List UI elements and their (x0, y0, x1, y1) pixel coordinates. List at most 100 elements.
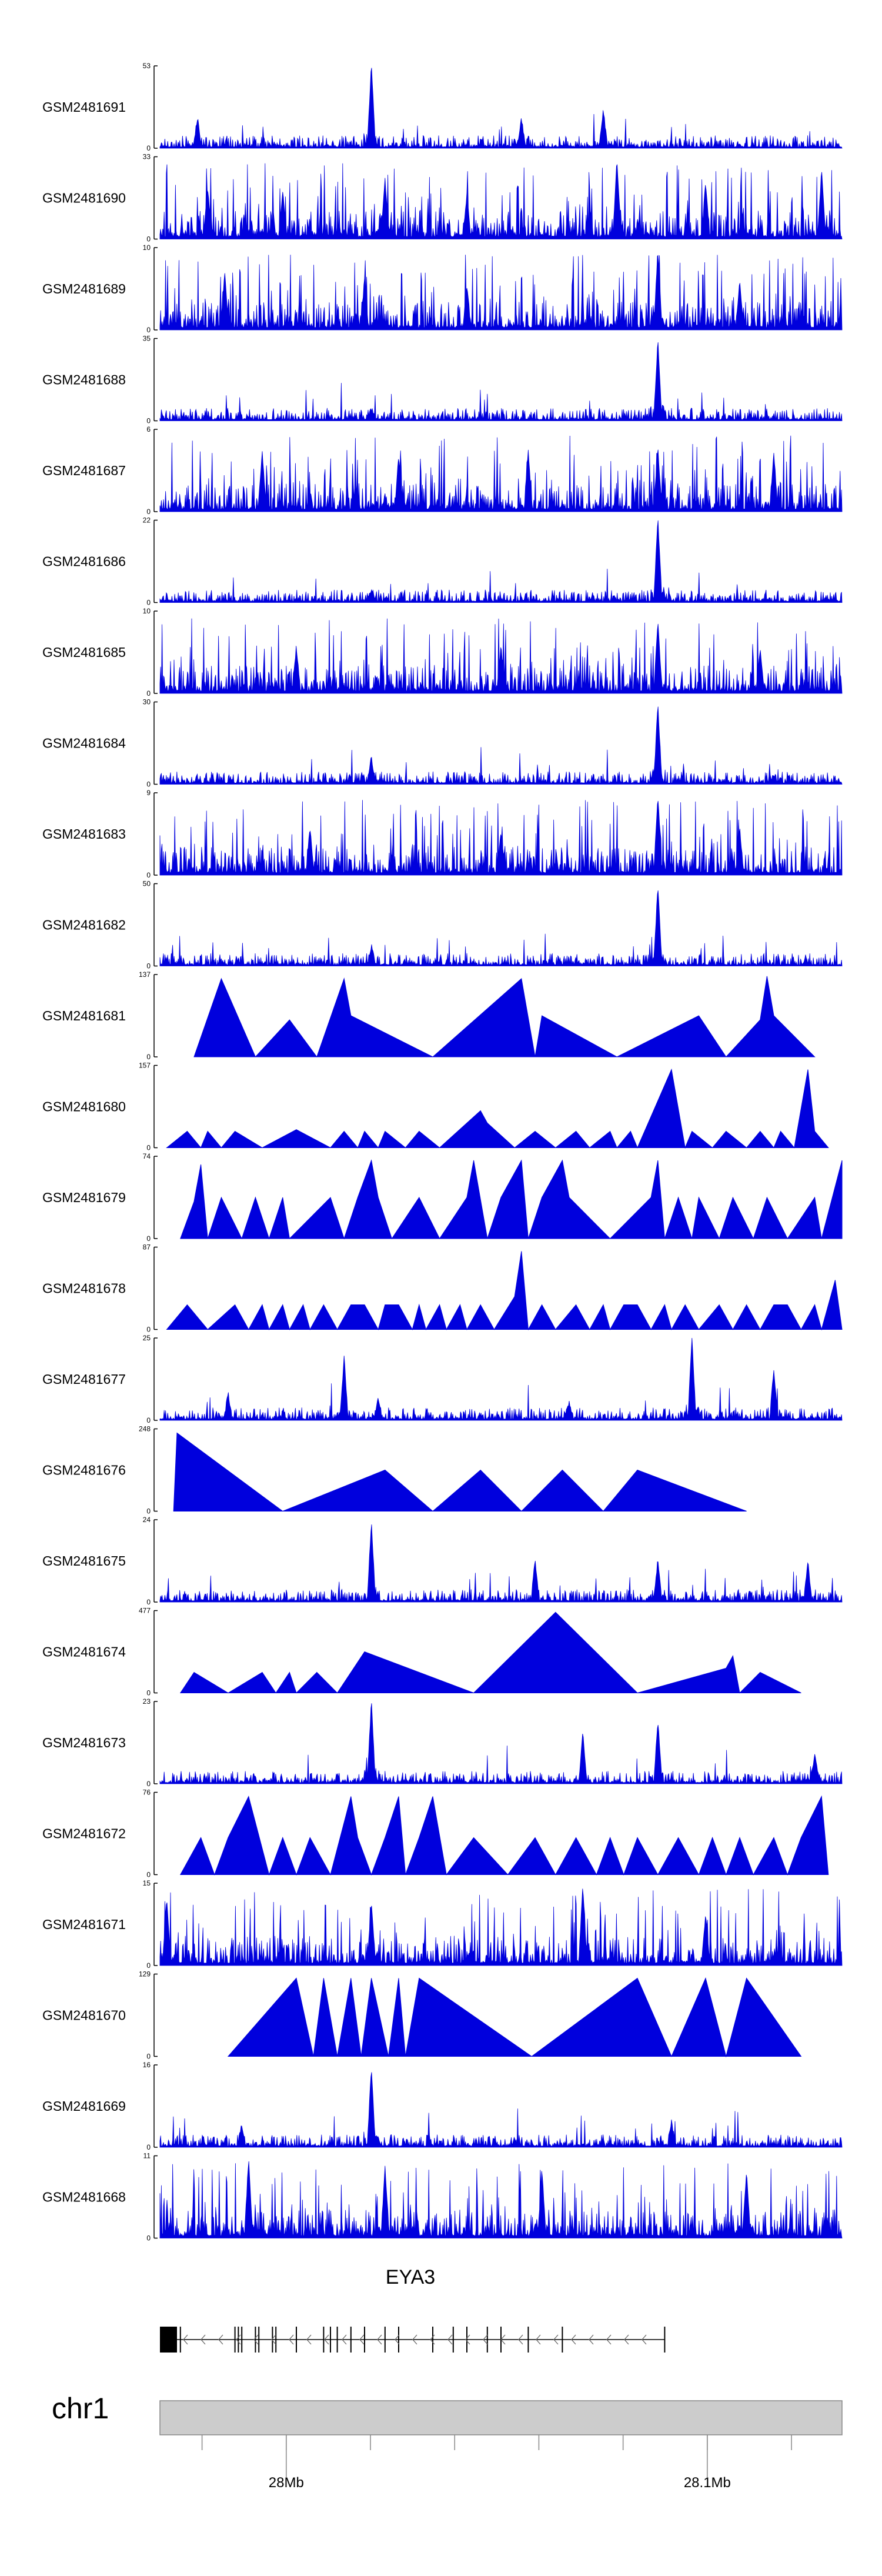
strand-chevron (218, 2334, 223, 2345)
signal-area (227, 1977, 802, 2058)
strand-chevron (483, 2334, 488, 2345)
track-GSM2481680: GSM2481680 157 0 (42, 1062, 829, 1152)
sample-label: GSM2481684 (42, 736, 126, 751)
y-min-label: 0 (146, 508, 151, 516)
strand-chevron (359, 2334, 365, 2345)
track-GSM2481690: GSM2481690 33 0 (42, 153, 843, 243)
sample-label: GSM2481674 (42, 1644, 126, 1660)
sample-label: GSM2481690 (42, 191, 126, 206)
y-max-label: 25 (143, 1334, 151, 1342)
signal-area (159, 342, 843, 421)
strand-chevron (553, 2334, 559, 2345)
signal-area (193, 976, 816, 1058)
strand-chevron (324, 2334, 329, 2345)
track-GSM2481677: GSM2481677 25 0 (42, 1334, 843, 1424)
sample-label: GSM2481679 (42, 1190, 126, 1205)
sample-label: GSM2481672 (42, 1826, 126, 1841)
signal-area (159, 1703, 843, 1784)
track-GSM2481672: GSM2481672 76 0 (42, 1788, 829, 1879)
y-min-label: 0 (146, 326, 151, 334)
y-min-label: 0 (146, 2234, 151, 2243)
track-GSM2481679: GSM2481679 74 0 (42, 1152, 843, 1243)
strand-chevron (624, 2334, 629, 2345)
strand-chevron (500, 2334, 506, 2345)
signal-area (159, 68, 843, 149)
strand-chevron (342, 2334, 347, 2345)
y-min-label: 0 (146, 417, 151, 425)
signal-tracks: GSM2481691530GSM2481690330GSM2481689100G… (42, 62, 843, 2243)
sample-label: GSM2481669 (42, 2098, 126, 2114)
y-max-label: 10 (143, 243, 151, 252)
y-min-label: 0 (146, 599, 151, 607)
sample-label: GSM2481678 (42, 1281, 126, 1296)
strand-chevron (465, 2334, 470, 2345)
y-max-label: 24 (143, 1516, 151, 1524)
signal-area (166, 1068, 829, 1149)
y-min-label: 0 (146, 2053, 151, 2061)
signal-area (173, 1432, 747, 1512)
y-min-label: 0 (146, 1961, 151, 1970)
strand-chevron (412, 2334, 417, 2345)
y-max-label: 6 (146, 425, 151, 433)
strand-chevron (571, 2334, 576, 2345)
sample-label: GSM2481676 (42, 1463, 126, 1478)
y-max-label: 22 (143, 516, 151, 525)
strand-chevron (395, 2334, 400, 2345)
strand-chevron (236, 2334, 241, 2345)
y-max-label: 50 (143, 880, 151, 888)
y-max-label: 87 (143, 1243, 151, 1252)
track-GSM2481682: GSM2481682 50 0 (42, 880, 843, 970)
sample-label: GSM2481685 (42, 645, 126, 660)
sample-label: GSM2481680 (42, 1099, 126, 1115)
axis-tick-label: 28.1Mb (684, 2475, 731, 2491)
strand-chevron (447, 2334, 453, 2345)
y-min-label: 0 (146, 1326, 151, 1334)
signal-area (159, 890, 843, 966)
y-min-label: 0 (146, 1053, 151, 1061)
signal-area (166, 1251, 843, 1331)
sample-label: GSM2481673 (42, 1735, 126, 1750)
y-max-label: 53 (143, 62, 151, 70)
track-GSM2481684: GSM2481684 30 0 (42, 698, 843, 789)
signal-area (159, 2072, 843, 2148)
sample-label: GSM2481683 (42, 826, 126, 842)
y-min-label: 0 (146, 962, 151, 970)
y-max-label: 35 (143, 335, 151, 343)
signal-area (159, 1337, 843, 1421)
sample-label: GSM2481681 (42, 1008, 126, 1023)
signal-area (180, 1159, 843, 1240)
y-min-label: 0 (146, 1234, 151, 1243)
strand-chevron (518, 2334, 523, 2345)
signal-area (159, 163, 843, 239)
y-max-label: 9 (146, 789, 151, 797)
track-GSM2481691: GSM2481691 53 0 (42, 62, 843, 152)
y-min-label: 0 (146, 1144, 151, 1152)
strand-chevron (271, 2334, 276, 2345)
y-min-label: 0 (146, 871, 151, 879)
track-GSM2481689: GSM2481689 10 0 (42, 243, 843, 334)
axis-tick-label: 28Mb (269, 2475, 304, 2491)
track-GSM2481675: GSM2481675 24 0 (42, 1516, 843, 1606)
track-GSM2481687: GSM2481687 6 0 (42, 425, 843, 516)
strand-chevron (306, 2334, 312, 2345)
y-min-label: 0 (146, 1507, 151, 1516)
y-max-label: 76 (143, 1788, 151, 1797)
strand-chevron (606, 2334, 612, 2345)
y-min-label: 0 (146, 2143, 151, 2151)
track-GSM2481669: GSM2481669 16 0 (42, 2061, 843, 2151)
strand-chevron (589, 2334, 594, 2345)
track-GSM2481674: GSM2481674 477 0 (42, 1607, 801, 1697)
y-min-label: 0 (146, 1598, 151, 1606)
y-max-label: 11 (143, 2152, 151, 2160)
signal-area (159, 706, 843, 785)
sample-label: GSM2481689 (42, 281, 126, 296)
sample-label: GSM2481691 (42, 99, 126, 115)
chromosome-axis: chr1 28Mb 28.1Mb (52, 2392, 843, 2491)
y-max-label: 74 (143, 1152, 151, 1160)
y-max-label: 248 (139, 1425, 151, 1433)
signal-area (179, 1611, 801, 1694)
signal-area (159, 435, 843, 512)
signal-area (159, 1888, 843, 1966)
chromosome-label: chr1 (52, 2392, 109, 2425)
y-max-label: 30 (143, 698, 151, 706)
